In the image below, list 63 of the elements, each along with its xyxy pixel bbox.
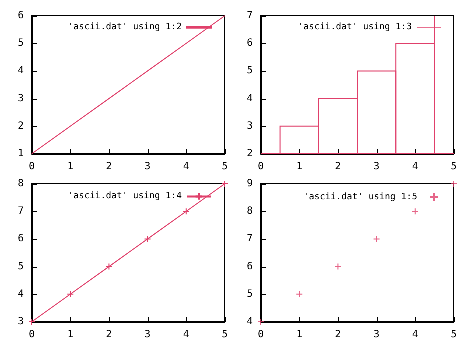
- y-tick-label: 4: [18, 66, 24, 77]
- x-tick-label: 1: [296, 330, 303, 340]
- x-tick-label: 4: [412, 162, 418, 172]
- x-tick-label: 4: [183, 162, 190, 172]
- y-tick-label: 4: [246, 316, 253, 328]
- point: [373, 236, 380, 243]
- point: [296, 290, 304, 298]
- point: [106, 263, 113, 270]
- y-tick-label: 3: [18, 316, 24, 328]
- x-tick-label: 2: [335, 162, 342, 172]
- point: [334, 263, 342, 270]
- y-tick-label: 3: [246, 120, 253, 132]
- y-tick-label: 9: [246, 178, 253, 190]
- y-tick-label: 6: [246, 38, 253, 50]
- y-tick-label: 6: [18, 234, 24, 245]
- x-tick-label: 1: [68, 162, 74, 172]
- point: [450, 180, 458, 188]
- y-tick-label: 8: [246, 206, 253, 218]
- y-tick-label: 8: [18, 178, 24, 190]
- legend-label: 'ascii.dat' using 1:5: [304, 192, 418, 202]
- x-tick-label: 0: [258, 162, 264, 172]
- x-tick-label: 5: [222, 162, 228, 172]
- y-tick-label: 7: [18, 206, 24, 218]
- y-tick-label: 2: [18, 120, 24, 132]
- point: [258, 318, 264, 326]
- x-tick-label: 4: [183, 330, 190, 340]
- legend-label: 'ascii.dat' using 1:3: [298, 22, 412, 32]
- x-tick-label: 1: [68, 330, 74, 340]
- y-tick-label: 4: [18, 288, 24, 300]
- y-tick-label: 7: [246, 10, 253, 22]
- x-tick-label: 3: [374, 330, 380, 340]
- x-tick-label: 2: [106, 162, 112, 172]
- x-tick-label: 3: [374, 162, 380, 172]
- x-tick-label: 1: [296, 162, 303, 172]
- legend-label: 'ascii.dat' using 1:2: [68, 22, 182, 32]
- x-tick-label: 5: [450, 162, 458, 172]
- y-tick-label: 6: [18, 10, 24, 22]
- point: [182, 208, 190, 216]
- legend-label: 'ascii.dat' using 1:4: [68, 192, 182, 202]
- x-tick-label: 0: [28, 330, 36, 340]
- x-tick-label: 5: [222, 330, 228, 340]
- point: [144, 236, 152, 243]
- y-tick-label: 2: [246, 148, 253, 160]
- y-tick-label: 6: [246, 261, 253, 272]
- x-tick-label: 2: [106, 330, 112, 340]
- y-tick-label: 5: [18, 38, 24, 50]
- x-tick-label: 4: [412, 330, 418, 340]
- y-tick-label: 5: [18, 261, 24, 272]
- x-tick-label: 0: [28, 162, 36, 172]
- x-tick-label: 2: [335, 330, 342, 340]
- x-tick-label: 3: [144, 162, 151, 172]
- x-tick-label: 0: [258, 330, 264, 340]
- y-tick-label: 3: [18, 93, 24, 104]
- x-tick-label: 5: [450, 330, 458, 340]
- y-tick-label: 5: [246, 66, 253, 77]
- y-tick-label: 7: [246, 234, 253, 245]
- y-tick-label: 5: [246, 288, 253, 300]
- y-tick-label: 1: [18, 148, 24, 160]
- point: [412, 208, 419, 216]
- line-series: [32, 16, 226, 154]
- x-tick-label: 3: [144, 330, 151, 340]
- point: [67, 290, 74, 298]
- y-tick-label: 4: [246, 93, 253, 104]
